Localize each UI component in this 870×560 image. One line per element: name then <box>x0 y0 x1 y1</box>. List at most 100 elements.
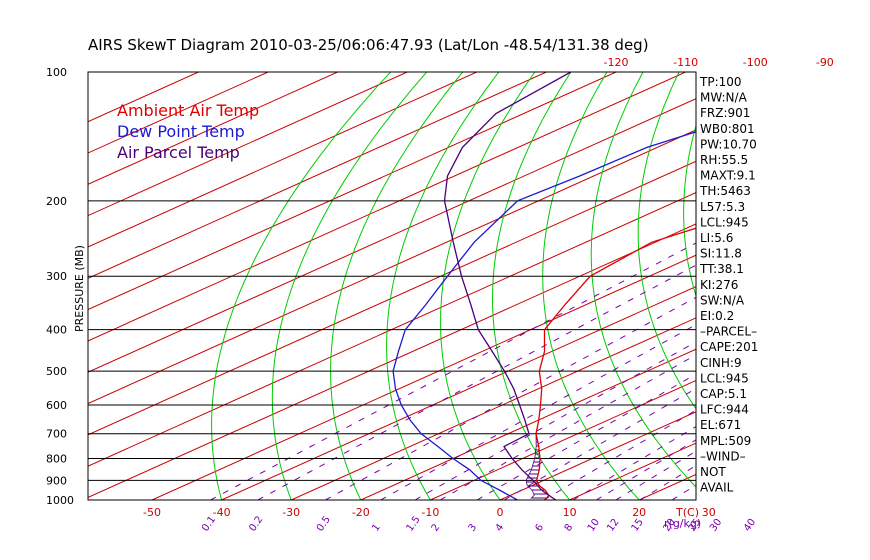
stability-index-item: EI:0.2 <box>700 309 734 323</box>
bottom-tick-label: -10 <box>421 506 439 519</box>
dry-adiabat-line <box>271 72 428 500</box>
mixing-ratio-line <box>210 242 696 500</box>
mixing-ratio-line <box>325 296 696 500</box>
isotherm-line <box>360 348 696 500</box>
stability-index-item: LFC:944 <box>700 403 749 417</box>
pressure-tick-label: 1000 <box>46 494 74 507</box>
mixing-ratio-label: 2 <box>430 522 443 534</box>
stability-index-item: CAPE:201 <box>700 340 758 354</box>
isotherm-line <box>151 254 696 500</box>
isotherm-line <box>88 72 408 217</box>
isotherm-line <box>430 379 696 500</box>
parcel-temp-line <box>443 72 572 500</box>
stability-index-item: SI:11.8 <box>700 247 742 261</box>
mixing-ratio-line <box>504 388 696 500</box>
stability-index-item: PW:10.70 <box>700 137 757 151</box>
top-tick-label: -100 <box>743 56 768 69</box>
dry-adiabat-line <box>491 72 572 500</box>
stability-index-item: AVAIL <box>700 481 734 495</box>
mixing-ratio-line <box>615 450 696 500</box>
dry-adiabat-line <box>812 72 870 500</box>
legend-entry: Dew Point Temp <box>117 122 245 141</box>
bottom-tick-label: -40 <box>213 506 231 519</box>
dry-adiabat-line <box>330 72 464 500</box>
dewpoint-temp-line <box>392 131 696 500</box>
pressure-tick-label: 600 <box>46 399 67 412</box>
isotherm-line <box>848 72 870 500</box>
legend-entry: Air Parcel Temp <box>117 143 240 162</box>
profiles <box>392 72 696 500</box>
stability-index-item: MAXT:9.1 <box>700 169 756 183</box>
stability-index-item: SW:N/A <box>700 293 745 307</box>
mixing-ratio-label: 10 <box>586 517 602 534</box>
isotherm-line <box>88 160 696 436</box>
stability-index-item: CAP:5.1 <box>700 387 747 401</box>
stability-index-item: WB0:801 <box>700 122 755 136</box>
mixing-ratio-label: 6 <box>533 522 546 534</box>
temperature-unit-label: T(C) <box>675 506 699 519</box>
mixing-ratio-label: 0.5 <box>315 514 333 533</box>
bottom-tick-label: -50 <box>143 506 161 519</box>
bottom-tick-label: 30 <box>702 506 716 519</box>
stability-index-item: LI:5.6 <box>700 231 733 245</box>
pressure-tick-label: 800 <box>46 453 67 466</box>
dry-adiabat-line <box>852 72 870 500</box>
dry-adiabat-line <box>211 72 391 500</box>
mixing-ratio-label: 12 <box>605 517 621 534</box>
mixing-ratio-line <box>476 373 696 500</box>
stability-index-item: NOT <box>700 465 726 479</box>
mixing-ratio-label: 1.5 <box>405 514 423 533</box>
stability-index-item: FRZ:901 <box>700 106 750 120</box>
mixing-ratio-line <box>753 72 870 500</box>
isotherm-line <box>88 72 617 311</box>
mixing-unit-label: r(g/kg) <box>664 517 701 530</box>
stability-index-item: TP:100 <box>699 75 742 89</box>
pressure-tick-label: 400 <box>46 324 67 337</box>
top-tick-label: -90 <box>816 56 834 69</box>
stability-index-item: –WIND– <box>700 449 746 463</box>
stability-index-item: MPL:509 <box>700 434 751 448</box>
mixing-ratio-line <box>639 464 696 500</box>
stability-index-item: MW:N/A <box>700 91 748 105</box>
dry-adiabat-line <box>542 72 640 500</box>
isotherm-line <box>778 72 870 500</box>
mixing-ratio-line <box>414 341 696 500</box>
isotherm-line <box>290 317 696 500</box>
mixing-ratio-line <box>596 439 696 500</box>
stability-index-item: –PARCEL– <box>700 325 757 339</box>
top-tick-label: -120 <box>604 56 629 69</box>
dry-adiabat-line <box>683 123 696 298</box>
isotherm-line <box>88 223 696 499</box>
stability-index-item: L57:5.3 <box>700 200 745 214</box>
mixing-ratio-line <box>572 426 696 500</box>
pressure-tick-label: 300 <box>46 270 67 283</box>
mixing-ratio-label: 8 <box>563 522 576 534</box>
isotherm-line <box>499 411 696 500</box>
chart-title: AIRS SkewT Diagram 2010-03-25/06:06:47.9… <box>88 36 649 54</box>
mixing-ratio-label: 40 <box>742 517 758 534</box>
dry-adiabat-line <box>771 72 870 500</box>
isotherm-line <box>88 72 269 154</box>
stability-index-item: RH:55.5 <box>700 153 748 167</box>
legend-entry: Ambient Air Temp <box>117 101 259 120</box>
pressure-tick-label: 200 <box>46 195 67 208</box>
mixing-ratio-label: 4 <box>494 522 507 534</box>
stability-index-item: TT:38.1 <box>699 262 744 276</box>
isotherm-line <box>88 192 696 467</box>
mixing-ratio-line <box>440 354 696 500</box>
bottom-tick-label: -30 <box>282 506 300 519</box>
bottom-tick-label: 20 <box>632 506 646 519</box>
legend: Ambient Air Temp Dew Point Temp Air Parcel… <box>117 101 259 162</box>
top-temperature-ticks: -120-110-100-90-80-70-60-50-40 <box>604 56 834 69</box>
mixing-ratio-label: 0.2 <box>247 514 265 533</box>
pressure-tick-label: 900 <box>46 474 67 487</box>
bottom-tick-label: -20 <box>352 506 370 519</box>
isotherm-line <box>88 72 547 279</box>
top-tick-label: -110 <box>673 56 698 69</box>
isotherm-line <box>88 72 338 185</box>
pressure-labels: 100 200 300 400 500 600 700 800 900 1000 <box>46 66 74 507</box>
bottom-tick-label: 0 <box>497 506 504 519</box>
pressure-tick-label: 100 <box>46 66 67 79</box>
stability-index-item: LCL:945 <box>700 215 749 229</box>
mixing-ratio-line <box>380 324 696 500</box>
